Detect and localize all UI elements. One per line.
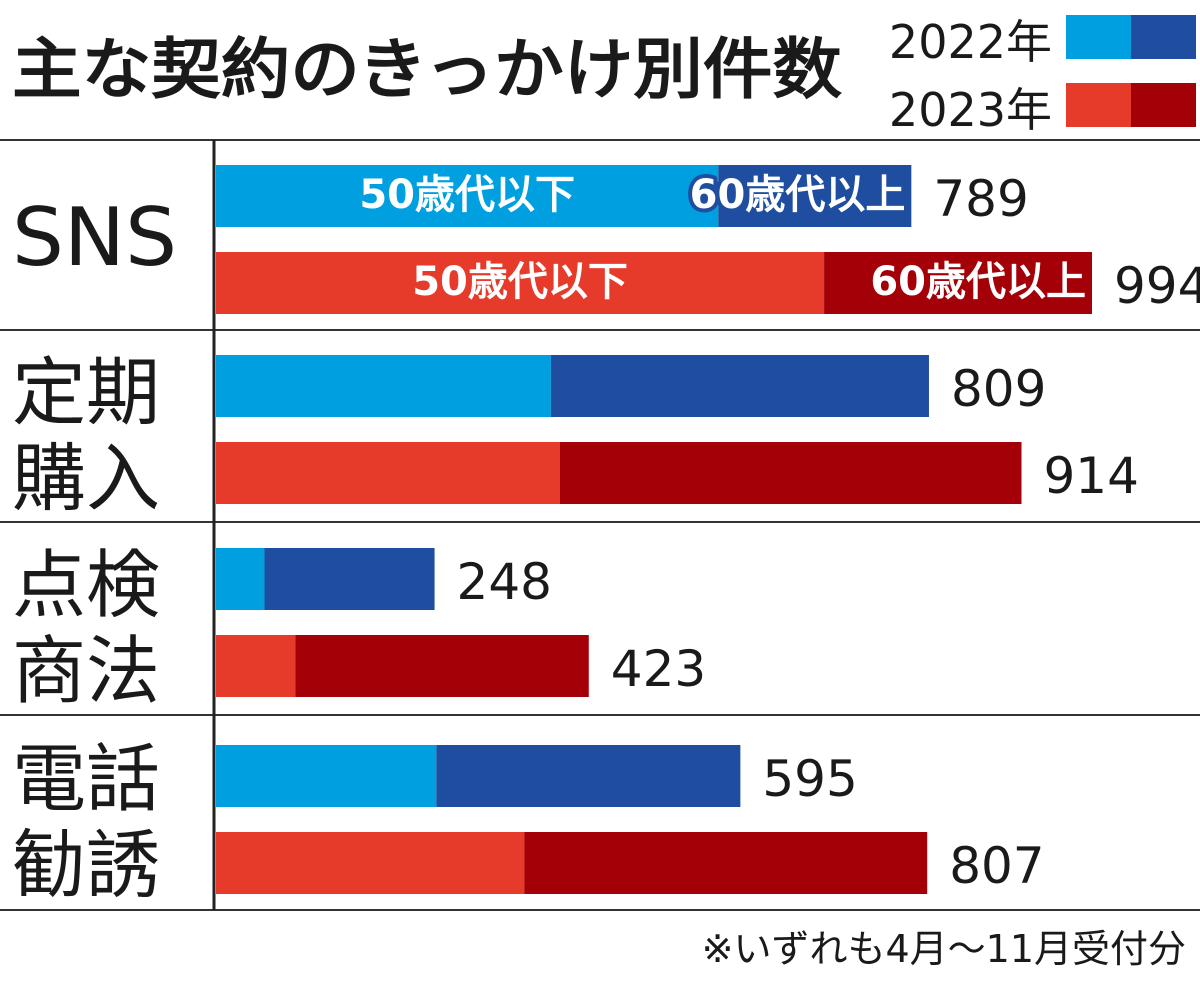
bar-segment-under50 [216,745,437,807]
value-label: 595 [762,750,857,808]
value-label: 807 [949,837,1044,895]
legend-swatch [1066,15,1131,59]
category-label: 電話 [12,737,160,823]
legend-swatch [1131,15,1196,59]
bar-segment-over60 [295,635,589,697]
category-label: 点検 [12,543,160,629]
chart-title: 主な契約のきっかけ別件数 [12,31,842,108]
bar-segment-over60 [264,548,435,610]
bar-segment-under50 [216,635,296,697]
legend-label: 2023年 [889,83,1052,137]
bar-segment-over60 [824,252,1092,314]
value-label: 809 [951,360,1046,418]
bar-segment-under50 [216,548,265,610]
category-label: 購入 [12,436,160,522]
value-label: 248 [457,553,552,611]
category-label: 商法 [12,629,160,715]
legend-swatch [1131,83,1196,127]
value-label: 423 [611,640,706,698]
segment-label-over60: 60歳代以上 [690,172,906,218]
bar-segment-under50 [216,252,825,314]
category-label: 勧誘 [12,823,160,909]
bar-segment-under50 [216,832,525,894]
bar-segment-over60 [718,165,912,227]
bar-segment-over60 [436,745,741,807]
bar-segment-under50 [216,442,560,504]
legend-label: 2022年 [889,15,1052,69]
category-label: SNS [12,191,177,284]
bar-segment-over60 [524,832,928,894]
footnote: ※いずれも4月〜11月受付分 [702,927,1186,971]
value-label: 789 [933,170,1028,228]
bar-segment-under50 [216,165,719,227]
value-label: 914 [1043,447,1138,505]
segment-label-over60: 60歳代以上 [870,259,1086,305]
category-label: 定期 [12,350,160,436]
value-label: 994 [1114,257,1200,315]
bar-segment-over60 [550,355,929,417]
legend-swatch [1066,83,1131,127]
bar-segment-over60 [559,442,1022,504]
segment-label-under50: 50歳代以下 [412,259,628,305]
bar-segment-under50 [216,355,551,417]
segment-label-under50: 50歳代以下 [359,172,575,218]
